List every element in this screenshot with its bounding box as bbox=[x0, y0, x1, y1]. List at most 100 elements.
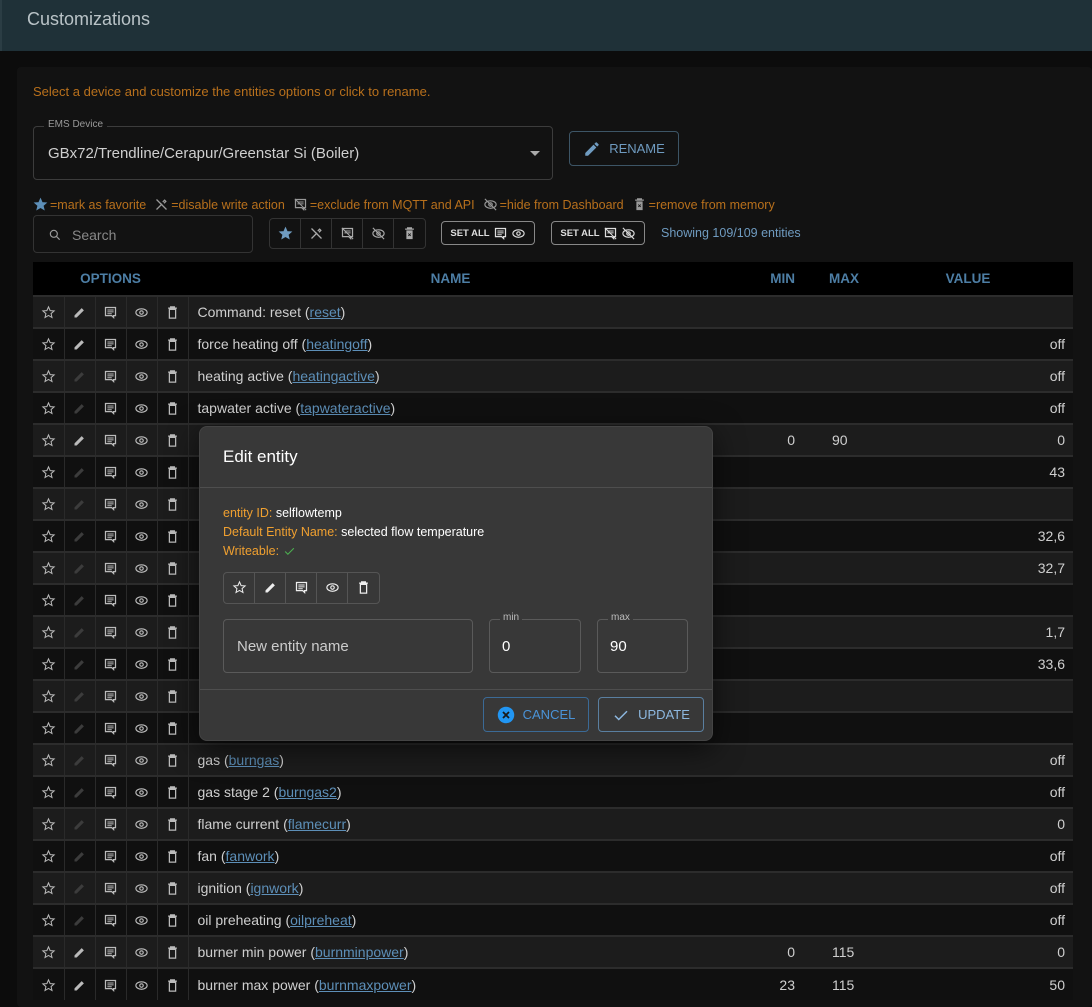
ems-device-select[interactable]: EMS Device GBx72/Trendline/Cerapur/Green… bbox=[33, 119, 553, 180]
pencil-toggle[interactable] bbox=[64, 679, 96, 712]
search-input[interactable]: Search bbox=[33, 215, 253, 253]
eye-toggle[interactable] bbox=[126, 743, 158, 776]
star-toggle[interactable] bbox=[33, 327, 65, 360]
eye-toggle[interactable] bbox=[126, 615, 158, 648]
trash-toggle[interactable] bbox=[157, 327, 189, 360]
pencil-toggle[interactable] bbox=[64, 743, 96, 776]
comment-toggle[interactable] bbox=[95, 327, 127, 360]
pencil-toggle[interactable] bbox=[64, 391, 96, 424]
comment-toggle[interactable] bbox=[95, 839, 127, 872]
star-toggle[interactable] bbox=[33, 391, 65, 424]
pencil-toggle[interactable] bbox=[64, 551, 96, 584]
pencil-toggle[interactable] bbox=[64, 327, 96, 360]
entity-name-cell[interactable]: heating active (heatingactive) bbox=[188, 359, 713, 392]
pencil-toggle[interactable] bbox=[64, 583, 96, 616]
entity-id-link[interactable]: fanwork bbox=[225, 848, 275, 864]
eye-toggle[interactable] bbox=[126, 903, 158, 936]
comment-toggle[interactable] bbox=[95, 551, 127, 584]
trash-toggle[interactable] bbox=[157, 455, 189, 488]
entity-name-cell[interactable]: Command: reset (reset) bbox=[188, 295, 713, 328]
eye-toggle[interactable] bbox=[126, 423, 158, 456]
table-row[interactable]: oil preheating (oilpreheat) off bbox=[33, 903, 1073, 936]
pencil-toggle[interactable] bbox=[64, 455, 96, 488]
cancel-button[interactable]: CANCEL bbox=[483, 697, 589, 732]
star-toggle[interactable] bbox=[33, 519, 65, 552]
min-input[interactable]: min 0 bbox=[489, 612, 581, 673]
comment-toggle[interactable] bbox=[95, 935, 127, 968]
star-toggle[interactable] bbox=[33, 583, 65, 616]
eye-toggle[interactable] bbox=[126, 647, 158, 680]
entity-id-link[interactable]: heatingactive bbox=[292, 368, 375, 384]
trash-toggle[interactable] bbox=[157, 551, 189, 584]
pencil-toggle[interactable] bbox=[64, 903, 96, 936]
eye-toggle[interactable] bbox=[126, 359, 158, 392]
entity-name-cell[interactable]: oil preheating (oilpreheat) bbox=[188, 903, 713, 936]
star-toggle[interactable] bbox=[33, 743, 65, 776]
trash-toggle[interactable] bbox=[157, 487, 189, 520]
pencil-toggle[interactable] bbox=[64, 359, 96, 392]
table-row[interactable]: heating active (heatingactive) off bbox=[33, 359, 1073, 392]
trash-toggle[interactable] bbox=[157, 583, 189, 616]
trash-toggle[interactable] bbox=[157, 807, 189, 840]
table-row[interactable]: flame current (flamecurr) 0 bbox=[33, 807, 1073, 840]
entity-id-link[interactable]: oilpreheat bbox=[290, 912, 352, 928]
trash-toggle[interactable] bbox=[157, 359, 189, 392]
exclude-toggle[interactable] bbox=[286, 573, 317, 603]
header-min[interactable]: MIN bbox=[713, 262, 803, 296]
pencil-toggle[interactable] bbox=[64, 839, 96, 872]
header-options[interactable]: OPTIONS bbox=[33, 262, 188, 296]
star-toggle[interactable] bbox=[33, 615, 65, 648]
star-toggle[interactable] bbox=[33, 487, 65, 520]
favorite-toggle[interactable] bbox=[224, 573, 255, 603]
star-toggle[interactable] bbox=[33, 455, 65, 488]
comment-toggle[interactable] bbox=[95, 967, 127, 1000]
comment-toggle[interactable] bbox=[95, 455, 127, 488]
entity-name-cell[interactable]: gas (burngas) bbox=[188, 743, 713, 776]
table-row[interactable]: ignition (ignwork) off bbox=[33, 871, 1073, 904]
rename-button[interactable]: RENAME bbox=[569, 131, 679, 166]
entity-id-link[interactable]: reset bbox=[309, 304, 341, 320]
trash-toggle[interactable] bbox=[157, 423, 189, 456]
header-name[interactable]: NAME bbox=[188, 262, 713, 296]
eye-toggle[interactable] bbox=[126, 935, 158, 968]
star-toggle[interactable] bbox=[33, 935, 65, 968]
comment-toggle[interactable] bbox=[95, 359, 127, 392]
star-toggle[interactable] bbox=[33, 359, 65, 392]
table-row[interactable]: tapwater active (tapwateractive) off bbox=[33, 391, 1073, 424]
comment-toggle[interactable] bbox=[95, 871, 127, 904]
pencil-toggle[interactable] bbox=[64, 423, 96, 456]
star-toggle[interactable] bbox=[33, 423, 65, 456]
pencil-toggle[interactable] bbox=[64, 807, 96, 840]
trash-toggle[interactable] bbox=[157, 903, 189, 936]
star-toggle[interactable] bbox=[33, 903, 65, 936]
entity-name-cell[interactable]: gas stage 2 (burngas2) bbox=[188, 775, 713, 808]
pencil-toggle[interactable] bbox=[64, 615, 96, 648]
table-row[interactable]: burner min power (burnminpower) 0 115 0 bbox=[33, 935, 1073, 968]
eye-toggle[interactable] bbox=[126, 519, 158, 552]
eye-toggle[interactable] bbox=[126, 455, 158, 488]
table-row[interactable]: Command: reset (reset) bbox=[33, 295, 1073, 328]
star-toggle[interactable] bbox=[33, 807, 65, 840]
trash-toggle[interactable] bbox=[157, 839, 189, 872]
eye-toggle[interactable] bbox=[126, 583, 158, 616]
header-value[interactable]: VALUE bbox=[863, 262, 1073, 296]
entity-name-cell[interactable]: force heating off (heatingoff) bbox=[188, 327, 713, 360]
entity-name-cell[interactable]: tapwater active (tapwateractive) bbox=[188, 391, 713, 424]
comment-toggle[interactable] bbox=[95, 775, 127, 808]
trash-toggle[interactable] bbox=[157, 519, 189, 552]
set-all-hidden-button[interactable]: SET ALL bbox=[551, 221, 645, 245]
filter-exclude-toggle[interactable] bbox=[332, 219, 363, 248]
entity-id-link[interactable]: burnmaxpower bbox=[318, 976, 412, 993]
eye-toggle[interactable] bbox=[126, 487, 158, 520]
trash-toggle[interactable] bbox=[157, 647, 189, 680]
eye-toggle[interactable] bbox=[126, 839, 158, 872]
star-toggle[interactable] bbox=[33, 839, 65, 872]
trash-toggle[interactable] bbox=[157, 679, 189, 712]
star-toggle[interactable] bbox=[33, 711, 65, 744]
eye-toggle[interactable] bbox=[126, 871, 158, 904]
trash-toggle[interactable] bbox=[157, 711, 189, 744]
star-toggle[interactable] bbox=[33, 871, 65, 904]
trash-toggle[interactable] bbox=[157, 391, 189, 424]
table-row[interactable]: gas stage 2 (burngas2) off bbox=[33, 775, 1073, 808]
filter-remove-toggle[interactable] bbox=[394, 219, 425, 248]
